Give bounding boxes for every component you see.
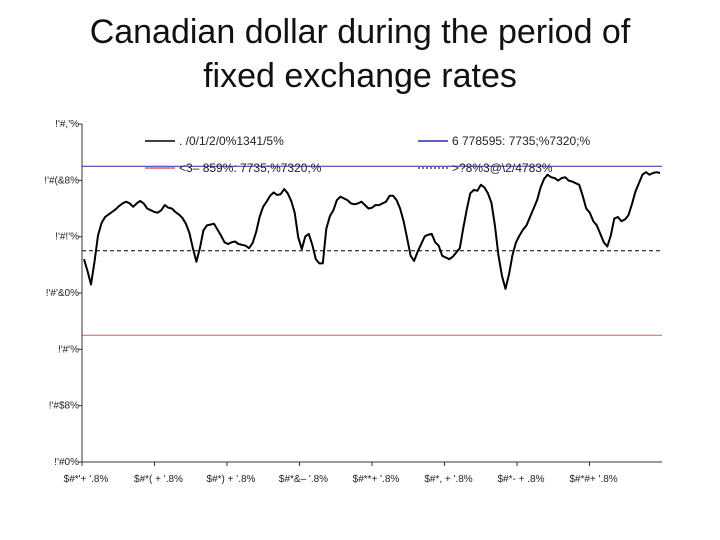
chart-axes	[81, 124, 662, 463]
x-tick-label: $#*- + .8%	[498, 474, 545, 485]
y-tick-label: !'#(&8%	[44, 175, 79, 186]
legend-label-1: . /0/1/2/0%1341/5%	[179, 134, 284, 148]
x-tick-label: $#*, + '.8%	[424, 474, 472, 485]
slide-title: Canadian dollar during the period of fix…	[20, 10, 700, 98]
y-tick-label: !'#!'%	[55, 232, 79, 243]
x-tick-label: $#*#+ '.8%	[569, 474, 617, 485]
x-tick-label: $#*( + '.8%	[134, 474, 183, 485]
reference-lines	[82, 165, 662, 336]
slide-title-line-2: fixed exchange rates	[203, 57, 517, 95]
y-tick-label: !'#,'%	[55, 119, 79, 130]
y-tick-label: !'#0%	[54, 457, 79, 468]
y-axis-ticks: !'#,'% !'#(&8% !'#!'% !'#'&0% !'#'% !'#$8% !'#…	[44, 119, 82, 468]
series-line-1	[83, 171, 661, 290]
legend-label-3: <3– 859%: 7735;%7320;%	[179, 161, 322, 175]
y-tick-label: !'#$8%	[49, 401, 79, 412]
slide-title-line-1: Canadian dollar during the period of	[89, 13, 631, 51]
legend-label-2: 6 778595: 7735;%7320;%	[452, 134, 590, 148]
x-tick-label: $#*) + '.8%	[207, 474, 256, 485]
x-tick-label: $#**+ '.8%	[353, 474, 400, 485]
y-tick-label: !'#'&0%	[46, 288, 79, 299]
x-tick-label: $#*'+ '.8%	[64, 474, 109, 485]
legend-label-4: >?8%3@\2/4783%	[452, 161, 553, 175]
x-tick-label: $#*&– '.8%	[279, 474, 328, 485]
y-tick-label: !'#'%	[58, 344, 79, 355]
plot-series	[83, 171, 661, 290]
x-axis-ticks: $#*'+ '.8% $#*( + '.8% $#*) + '.8% $#*&– '.…	[64, 462, 618, 485]
chart-legend: . /0/1/2/0%1341/5% 6 778595: 7735;%7320;%…	[145, 134, 590, 175]
